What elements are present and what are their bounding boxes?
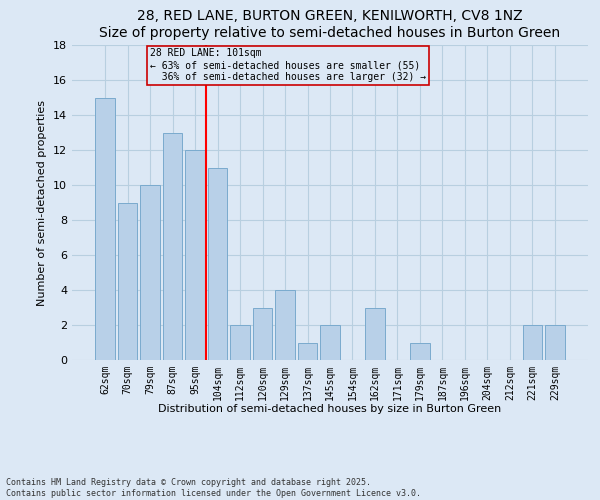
Bar xyxy=(523,325,542,360)
Title: 28, RED LANE, BURTON GREEN, KENILWORTH, CV8 1NZ
Size of property relative to sem: 28, RED LANE, BURTON GREEN, KENILWORTH, … xyxy=(100,10,560,40)
Bar xyxy=(545,325,565,360)
Bar xyxy=(365,308,385,360)
Bar xyxy=(208,168,227,360)
Bar xyxy=(253,308,272,360)
Bar xyxy=(298,342,317,360)
Text: Contains HM Land Registry data © Crown copyright and database right 2025.
Contai: Contains HM Land Registry data © Crown c… xyxy=(6,478,421,498)
Bar xyxy=(95,98,115,360)
Text: 28 RED LANE: 101sqm
← 63% of semi-detached houses are smaller (55)
  36% of semi: 28 RED LANE: 101sqm ← 63% of semi-detach… xyxy=(150,48,426,82)
Bar xyxy=(163,132,182,360)
Bar xyxy=(118,202,137,360)
Y-axis label: Number of semi-detached properties: Number of semi-detached properties xyxy=(37,100,47,306)
Bar xyxy=(230,325,250,360)
Bar xyxy=(185,150,205,360)
Bar xyxy=(275,290,295,360)
Bar xyxy=(140,185,160,360)
X-axis label: Distribution of semi-detached houses by size in Burton Green: Distribution of semi-detached houses by … xyxy=(158,404,502,414)
Bar xyxy=(410,342,430,360)
Bar xyxy=(320,325,340,360)
